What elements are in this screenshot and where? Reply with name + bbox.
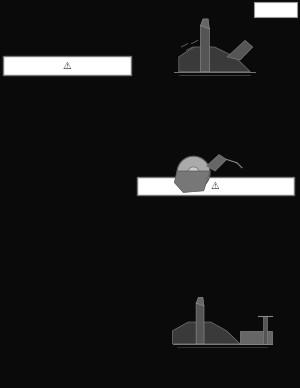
Ellipse shape <box>188 167 199 178</box>
Bar <box>136 177 294 195</box>
Polygon shape <box>174 171 210 192</box>
Bar <box>3 56 130 75</box>
Polygon shape <box>206 154 227 171</box>
Polygon shape <box>227 40 253 60</box>
Text: ⚠: ⚠ <box>62 61 71 71</box>
Text: ⚠: ⚠ <box>211 181 220 191</box>
Polygon shape <box>200 19 209 29</box>
Polygon shape <box>196 302 204 344</box>
Polygon shape <box>200 24 209 72</box>
Polygon shape <box>179 47 250 72</box>
Polygon shape <box>172 322 240 344</box>
Polygon shape <box>262 316 267 344</box>
Polygon shape <box>196 297 204 306</box>
Ellipse shape <box>177 156 210 189</box>
Bar <box>254 2 297 17</box>
Polygon shape <box>240 331 272 344</box>
